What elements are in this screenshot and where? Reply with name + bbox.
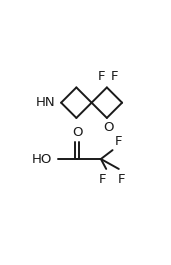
Text: F: F xyxy=(117,173,125,186)
Text: F: F xyxy=(115,135,123,148)
Text: F: F xyxy=(98,70,105,83)
Text: HN: HN xyxy=(36,96,55,109)
Text: O: O xyxy=(72,126,82,139)
Text: O: O xyxy=(103,121,113,134)
Text: F: F xyxy=(111,70,119,83)
Text: F: F xyxy=(99,173,107,186)
Text: HO: HO xyxy=(32,152,52,166)
